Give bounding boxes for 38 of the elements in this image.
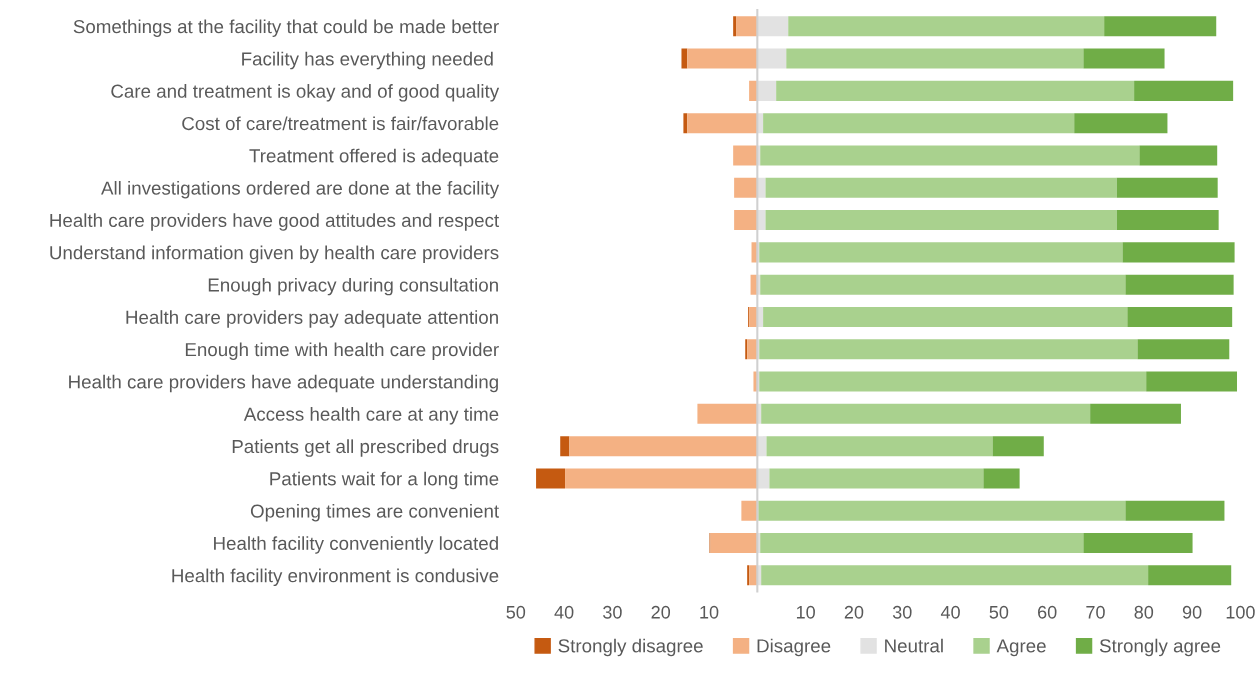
x-tick-label: 80 (1134, 605, 1154, 619)
x-tick-label: 10 (700, 605, 719, 619)
x-tick-label: 50 (506, 605, 526, 619)
x-tick-label: 60 (1038, 605, 1057, 619)
x-tick-label: 30 (892, 605, 912, 619)
x-tick-label: 100 (1226, 605, 1255, 619)
y-tick-label: Understand information given by health care providers (50, 245, 499, 264)
y-tick-label: Cost of care/treatment is fair/favorable (182, 116, 499, 131)
y-tick-label: Health facility environment is condusive (172, 568, 499, 587)
x-tick-label: 20 (651, 605, 671, 619)
y-tick-label: All investigations ordered are done at the facility (101, 180, 500, 199)
legend-label: Strongly disagree (558, 638, 703, 657)
x-tick-label: 40 (554, 605, 574, 619)
legend-label: Strongly agree (1099, 638, 1221, 657)
y-tick-label: Patients wait for a long time (270, 471, 499, 490)
y-tick-label: Enough time with health care provider (185, 342, 499, 360)
y-tick-label: Health facility conveniently located (214, 536, 498, 554)
y-tick-label: Treatment offered is adequate (249, 148, 499, 167)
x-tick-label: 10 (796, 605, 815, 619)
x-tick-label: 30 (603, 605, 622, 619)
y-tick-label: Enough privacy during consultation (208, 277, 498, 296)
x-tick-label: 90 (1182, 605, 1202, 619)
legend-label: Disagree (757, 638, 831, 657)
x-tick-label: 20 (844, 605, 864, 619)
y-tick-label: Health care providers have adequate understanding (69, 374, 498, 393)
x-tick-label: 40 (940, 605, 960, 619)
y-tick-label: Health care providers have good attitudes and respect (50, 213, 500, 231)
y-tick-label: Somethings at the facility that could be made better (73, 19, 499, 37)
y-tick-label: Health care providers pay adequate attention (126, 310, 498, 328)
x-tick-label: 70 (1086, 605, 1105, 619)
legend-label: Agree (996, 639, 1046, 657)
y-tick-label: Patients get all prescribed drugs (232, 439, 499, 457)
y-tick-label: Care and treatment is okay and of good quality (111, 84, 500, 102)
y-tick-label: Opening times are convenient (250, 503, 499, 522)
y-tick-label: Access health care at any time (243, 407, 499, 425)
legend-label: Neutral (885, 638, 943, 653)
y-tick-label: Facility has everything needed (242, 51, 493, 70)
x-tick-label: 50 (989, 605, 1009, 619)
